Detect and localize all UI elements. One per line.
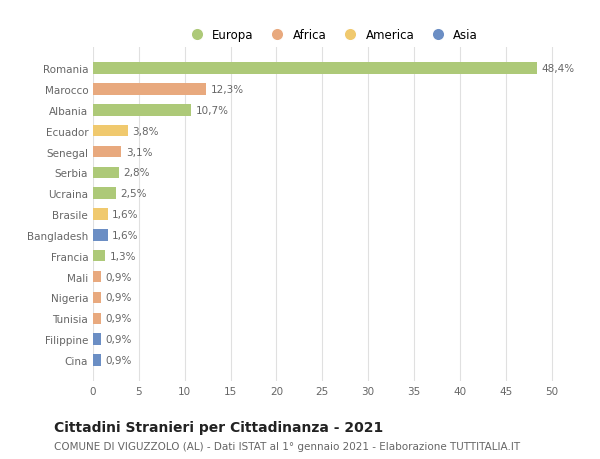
Text: COMUNE DI VIGUZZOLO (AL) - Dati ISTAT al 1° gennaio 2021 - Elaborazione TUTTITAL: COMUNE DI VIGUZZOLO (AL) - Dati ISTAT al… — [54, 441, 520, 451]
Bar — [93, 146, 121, 158]
Text: 0,9%: 0,9% — [106, 334, 132, 344]
Text: 0,9%: 0,9% — [106, 313, 132, 324]
Bar — [93, 271, 101, 283]
Bar — [93, 209, 107, 220]
Text: 48,4%: 48,4% — [542, 64, 575, 74]
Text: 1,6%: 1,6% — [112, 230, 139, 241]
Text: 12,3%: 12,3% — [211, 85, 244, 95]
Text: 1,6%: 1,6% — [112, 210, 139, 219]
Bar — [93, 230, 107, 241]
Text: 3,8%: 3,8% — [133, 126, 159, 136]
Bar — [93, 292, 101, 303]
Text: 10,7%: 10,7% — [196, 106, 229, 116]
Bar — [93, 105, 191, 116]
Bar — [93, 334, 101, 345]
Bar — [93, 126, 128, 137]
Bar — [93, 188, 116, 200]
Bar — [93, 167, 119, 179]
Text: Cittadini Stranieri per Cittadinanza - 2021: Cittadini Stranieri per Cittadinanza - 2… — [54, 420, 383, 434]
Text: 1,3%: 1,3% — [110, 251, 136, 261]
Text: 2,8%: 2,8% — [123, 168, 150, 178]
Bar — [93, 251, 105, 262]
Bar — [93, 354, 101, 366]
Text: 0,9%: 0,9% — [106, 272, 132, 282]
Bar — [93, 63, 537, 75]
Text: 0,9%: 0,9% — [106, 293, 132, 303]
Legend: Europa, Africa, America, Asia: Europa, Africa, America, Asia — [181, 24, 482, 46]
Bar — [93, 313, 101, 324]
Text: 3,1%: 3,1% — [126, 147, 152, 157]
Bar — [93, 84, 206, 95]
Text: 0,9%: 0,9% — [106, 355, 132, 365]
Text: 2,5%: 2,5% — [121, 189, 147, 199]
